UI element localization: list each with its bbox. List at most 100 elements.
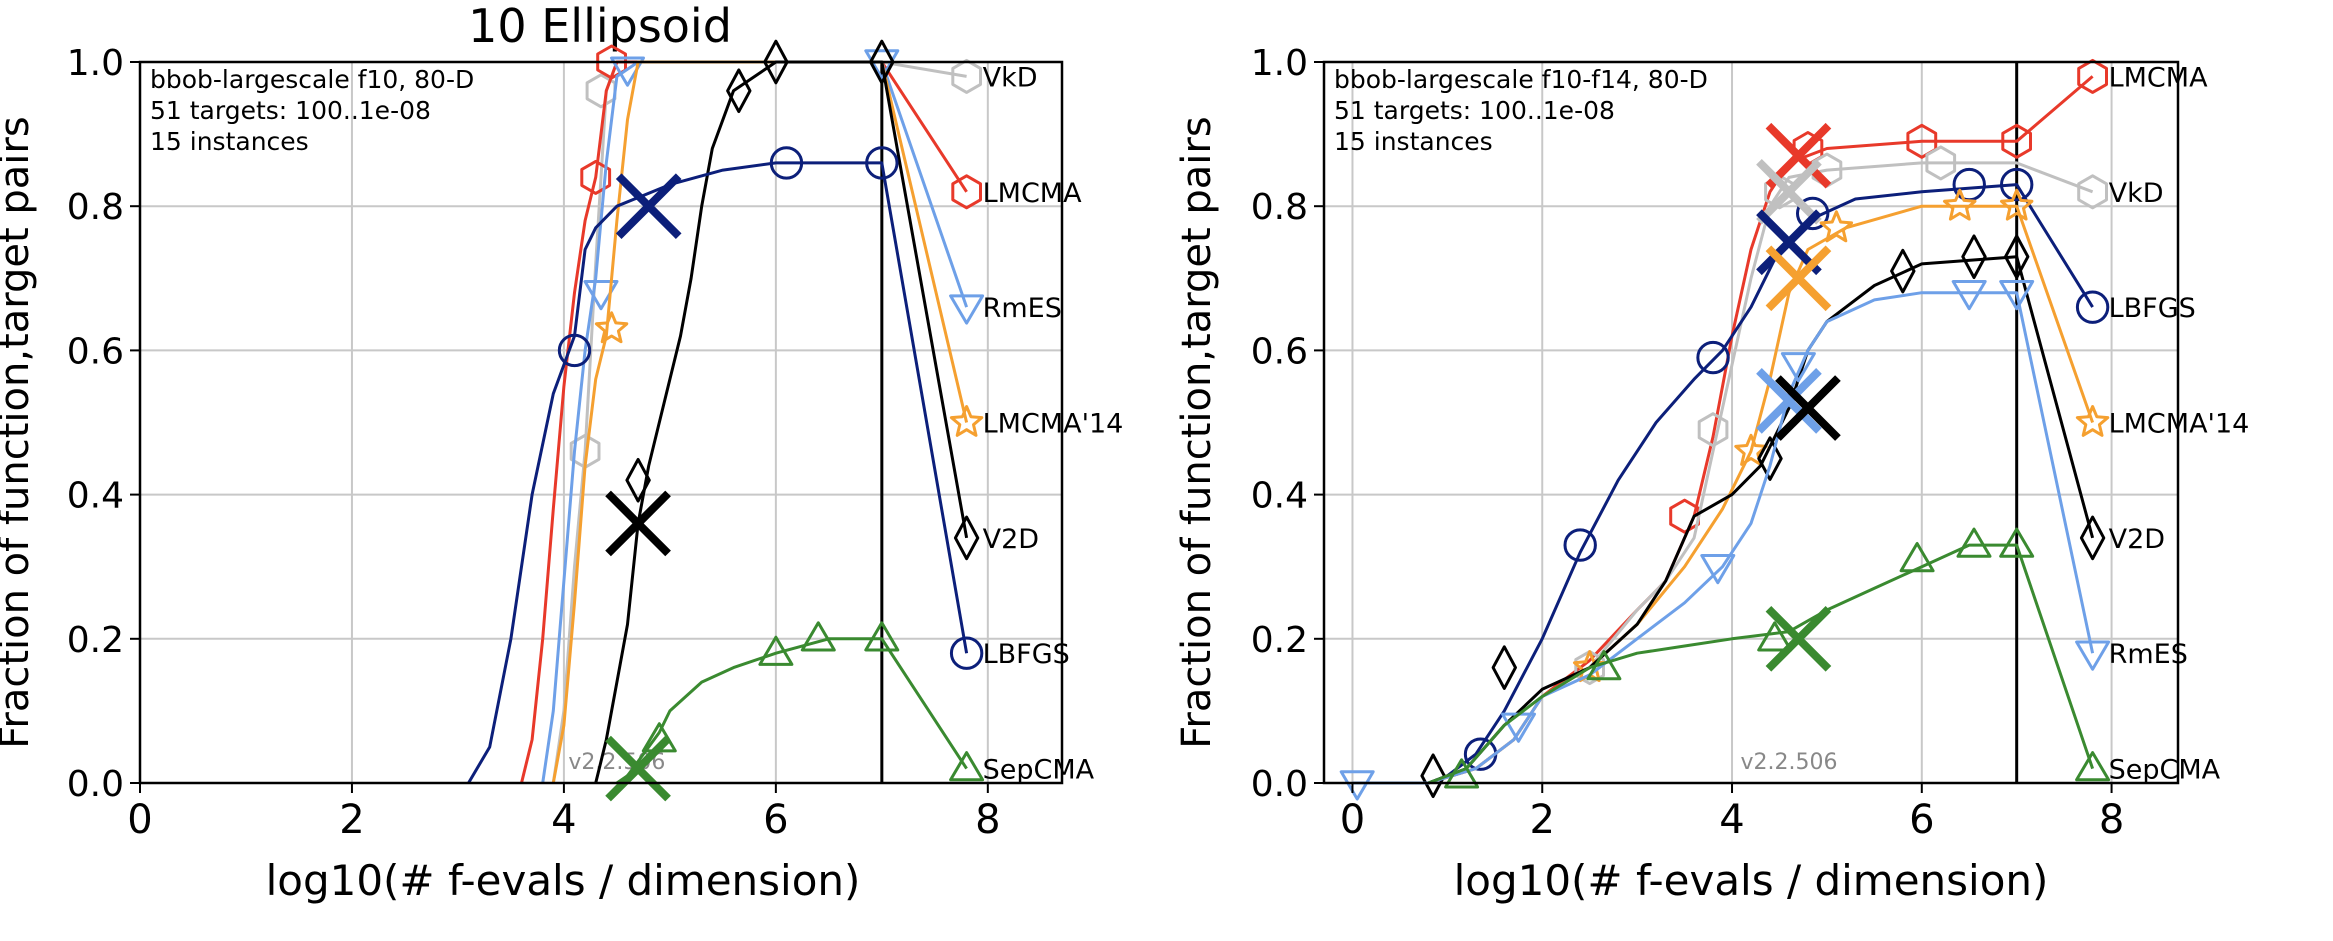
info-text-line: 51 targets: 100..1e-08 <box>1334 96 1615 125</box>
cross-marker-v2d <box>605 490 671 557</box>
y-tick-label: 0.4 <box>67 476 124 517</box>
series-lmcma-14: LMCMA'14 <box>551 60 1124 784</box>
series-line-lbfgs <box>467 161 969 784</box>
plot-frame <box>138 60 1064 785</box>
series-rmes: RmES <box>1339 280 2188 801</box>
series-marker-v2d <box>1491 645 1517 690</box>
series-lbfgs: LBFGS <box>1427 167 2196 785</box>
series-marker-v2d <box>953 515 980 561</box>
series-marker-lbfgs <box>1563 528 1597 562</box>
series-marker-rmes <box>1700 554 1736 585</box>
cross-stroke <box>1775 375 1841 441</box>
series-marker-sepcma <box>800 621 836 652</box>
series-marker-sepcma <box>2075 751 2111 782</box>
series-label-sepcma: SepCMA <box>983 755 1095 786</box>
series-v2d: V2D <box>594 39 1039 784</box>
y-tick-label: 0.0 <box>1251 764 1308 805</box>
cross-stroke <box>1756 368 1822 434</box>
series-marker-sepcma <box>1956 527 1992 558</box>
series-marker-lbfgs <box>557 333 592 368</box>
series-label-lmcma-14: LMCMA'14 <box>983 409 1124 440</box>
cross-stroke <box>605 490 671 557</box>
series-line-v2d <box>1427 255 2095 785</box>
y-tick-label: 0.8 <box>1251 187 1308 228</box>
series-marker-vkd <box>2077 174 2108 210</box>
info-text-line: 15 instances <box>150 127 309 156</box>
series-marker-vkd <box>1697 412 1729 448</box>
y-tick-label: 0.4 <box>1251 476 1308 517</box>
series-marker-lbfgs <box>769 146 804 180</box>
x-tick-label: 0 <box>1340 797 1365 843</box>
series-marker-v2d <box>763 39 789 85</box>
series-marker-sepcma <box>1999 527 2035 558</box>
series-marker-lmcma-14 <box>2000 188 2034 221</box>
series-marker-lbfgs <box>1999 167 2034 202</box>
series-label-v2d: V2D <box>983 524 1039 555</box>
series-marker-v2d <box>1961 234 1987 279</box>
series-label-lbfgs: LBFGS <box>983 639 1070 670</box>
series-marker-rmes <box>949 294 985 325</box>
x-tick-label: 4 <box>551 797 576 843</box>
x-tick-label: 0 <box>127 797 152 843</box>
series-marker-lmcma <box>1669 498 1700 534</box>
series-marker-sepcma <box>949 751 985 782</box>
info-text-line: 15 instances <box>1334 127 1493 156</box>
x-axis-label: log10(# f-evals / dimension) <box>1454 856 2049 905</box>
series-marker-lmcma-14 <box>2075 405 2110 437</box>
series-marker-lmcma <box>1906 123 1938 159</box>
info-text-line: bbob-largescale f10, 80-D <box>150 65 474 94</box>
y-tick-label: 0.2 <box>1251 620 1308 661</box>
series-line-v2d <box>594 60 969 784</box>
series-marker-rmes <box>1999 280 2035 311</box>
cross-stroke <box>605 735 671 802</box>
series-label-rmes: RmES <box>983 293 1062 324</box>
series-marker-lmcma <box>2077 58 2108 94</box>
series-marker-lmcma <box>596 44 627 80</box>
x-tick-label: 6 <box>1909 797 1934 843</box>
series-label-rmes: RmES <box>2109 639 2188 670</box>
series-lmcma-14: LMCMA'14 <box>1427 188 2249 785</box>
cross-marker-lbfgs <box>615 173 682 240</box>
y-tick-label: 0.6 <box>67 331 124 372</box>
series-marker-lbfgs <box>1696 340 1730 375</box>
series-label-lbfgs: LBFGS <box>2109 293 2196 324</box>
plot-frame <box>1322 60 2180 785</box>
cross-stroke <box>1756 158 1822 225</box>
series-marker-rmes <box>864 49 900 80</box>
series-marker-sepcma <box>1444 758 1480 789</box>
series-marker-v2d <box>2079 515 2106 561</box>
y-tick-label: 0.2 <box>67 620 124 661</box>
series-marker-v2d <box>1420 753 1446 799</box>
series-marker-sepcma <box>758 635 794 666</box>
series-marker-rmes <box>1951 280 1987 311</box>
cross-marker-sepcma <box>605 735 671 802</box>
y-tick-label: 1.0 <box>1251 43 1308 84</box>
series-marker-lmcma <box>580 159 612 195</box>
series-line-lbfgs <box>1427 183 2094 785</box>
series-lbfgs: LBFGS <box>467 146 1070 784</box>
info-text-line: 51 targets: 100..1e-08 <box>150 96 431 125</box>
grid-lines <box>1324 61 2178 784</box>
series-label-sepcma: SepCMA <box>2109 755 2221 786</box>
cross-marker-lmcma-14 <box>1765 245 1832 312</box>
series-label-vkd: VkD <box>2109 178 2164 209</box>
series-marker-sepcma <box>1899 542 1935 573</box>
series-marker-lmcma-14 <box>1943 188 1977 221</box>
y-tick-label: 0.8 <box>67 187 124 228</box>
series-marker-lbfgs <box>865 146 899 180</box>
series-marker-lmcma-14 <box>1734 433 1768 466</box>
y-axis-label: Fraction of function,target pairs <box>1174 116 1220 748</box>
series-marker-sepcma <box>1757 621 1793 652</box>
series-marker-v2d <box>726 68 752 114</box>
series-marker-rmes <box>1780 352 1816 383</box>
series-marker-lmcma-14 <box>594 311 629 344</box>
series-marker-lmcma <box>2001 123 2032 159</box>
ecdf-chart-left: v2.2.506VkDLMCMARmESLMCMA'14V2DLBFGSSepC… <box>0 39 1124 905</box>
y-axis-label: Fraction of function,target pairs <box>0 116 38 748</box>
cross-marker-rmes <box>1756 368 1822 434</box>
y-tick-label: 0.0 <box>67 764 124 805</box>
cross-stroke <box>1756 209 1822 276</box>
series-label-lmcma: LMCMA <box>983 178 1082 209</box>
